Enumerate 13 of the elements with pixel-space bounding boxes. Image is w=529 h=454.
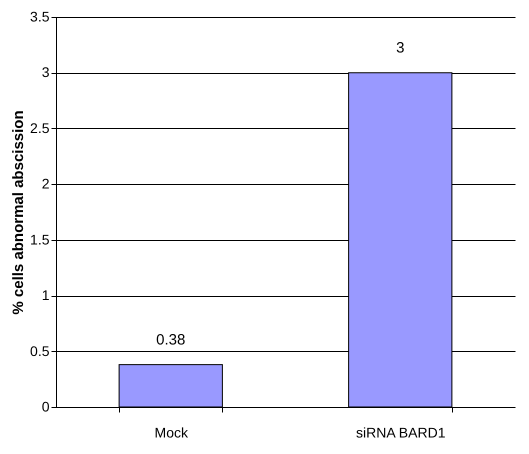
y-tick-label: 0.5 xyxy=(30,342,50,359)
x-tick-label: siRNA BARD1 xyxy=(356,424,446,440)
x-tick-label: Mock xyxy=(154,424,189,440)
y-tick-label: 1 xyxy=(42,287,50,304)
y-tick-label: 3 xyxy=(42,64,50,80)
y-tick-label: 0 xyxy=(42,398,50,414)
data-label: 3 xyxy=(396,40,404,57)
y-tick-label: 3.5 xyxy=(30,8,50,24)
y-tick-label: 1.5 xyxy=(30,231,50,248)
y-tick-label: 2 xyxy=(42,176,50,192)
y-axis-title: % cells abnormal abscission xyxy=(10,110,28,315)
data-label: 0.38 xyxy=(156,332,186,349)
y-tick-label: 2.5 xyxy=(30,120,50,136)
